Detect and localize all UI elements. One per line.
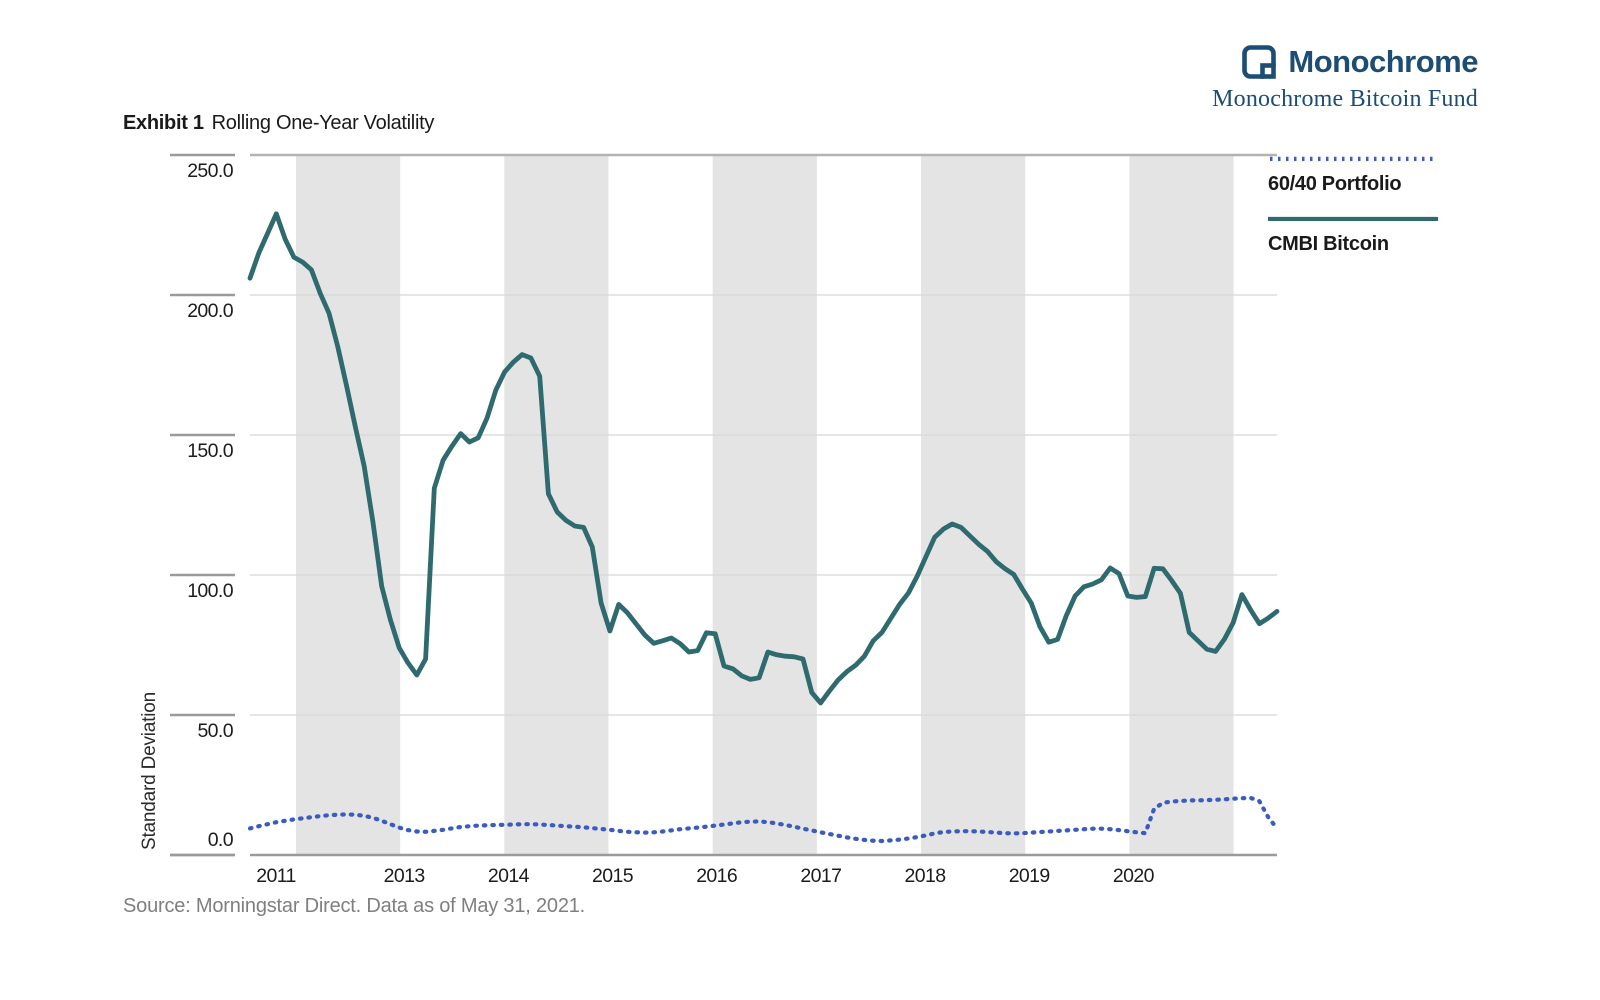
brand-subtitle: Monochrome Bitcoin Fund bbox=[1212, 86, 1478, 112]
y-tick-label-200: 200.0 bbox=[187, 300, 234, 322]
year-band-2012 bbox=[296, 155, 401, 855]
exhibit-label: Exhibit 1 bbox=[123, 112, 204, 134]
portfolio-6040-line bbox=[247, 795, 1280, 844]
x-tick-label-2020: 2020 bbox=[1113, 865, 1155, 887]
x-tick-label-2018: 2018 bbox=[905, 865, 946, 887]
x-tick-label-2013: 2013 bbox=[384, 865, 425, 887]
y-tick-label-100: 100.0 bbox=[187, 580, 234, 602]
title-text: Rolling One-Year Volatility bbox=[211, 112, 435, 134]
x-tick-label-2017: 2017 bbox=[800, 865, 841, 887]
x-tick-label-2014: 2014 bbox=[488, 865, 530, 887]
year-band-2018 bbox=[921, 155, 1026, 855]
y-tick-label-150: 150.0 bbox=[187, 440, 234, 462]
chart-title: Exhibit 1 Rolling One-Year Volatility bbox=[123, 112, 434, 135]
chart-legend: 60/40 Portfolio CMBI Bitcoin bbox=[1268, 148, 1440, 268]
year-band-2016 bbox=[712, 155, 817, 855]
legend-item-cmbi-label: CMBI Bitcoin bbox=[1268, 233, 1389, 255]
x-tick-label-2011: 2011 bbox=[256, 865, 296, 887]
y-tick-label-0: 0.0 bbox=[208, 829, 234, 851]
y-tick-label-50: 50.0 bbox=[197, 720, 233, 742]
monochrome-logo-icon bbox=[1242, 45, 1277, 79]
brand-logo: Monochrome bbox=[1241, 44, 1478, 80]
brand-name: Monochrome bbox=[1288, 44, 1478, 79]
cmbi-bitcoin-line bbox=[247, 211, 1280, 706]
legend-solid-swatch bbox=[1268, 216, 1438, 222]
x-tick-label-2019: 2019 bbox=[1009, 865, 1050, 887]
legend-dotted-swatch bbox=[1270, 156, 1436, 162]
legend-item-6040-label: 60/40 Portfolio bbox=[1268, 173, 1402, 195]
source-note: Source: Morningstar Direct. Data as of M… bbox=[123, 895, 586, 917]
y-tick-label-250: 250.0 bbox=[187, 160, 234, 182]
x-tick-label-2016: 2016 bbox=[696, 865, 737, 887]
x-tick-label-2015: 2015 bbox=[592, 865, 634, 887]
year-band-2020 bbox=[1129, 155, 1234, 855]
